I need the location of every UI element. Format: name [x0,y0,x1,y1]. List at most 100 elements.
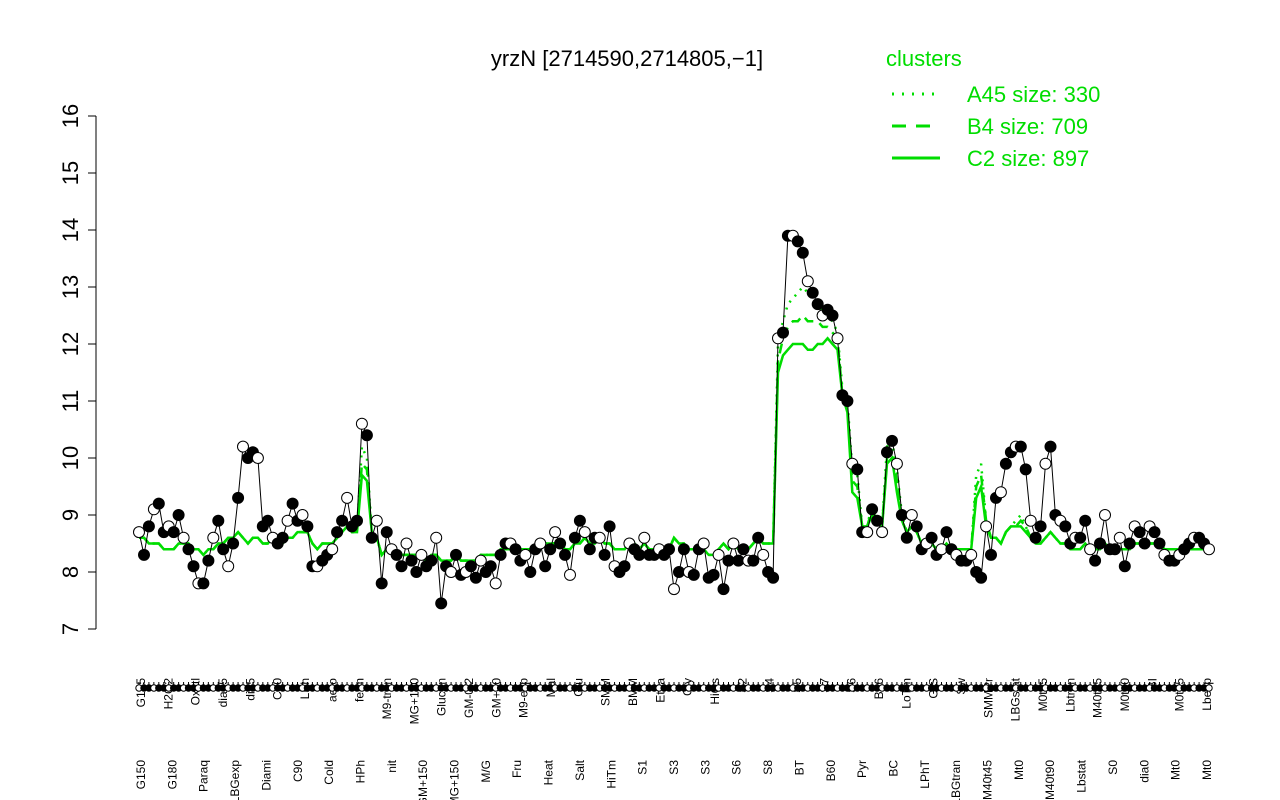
data-point [1039,457,1052,470]
x-tick-label: nit [385,759,399,772]
data-point [1203,543,1215,556]
x-tick-label: M40t45 [981,760,995,800]
x-tick-label: Paraq [197,760,211,792]
expression-points [133,229,1215,610]
data-point [509,543,522,556]
data-point [1034,520,1047,533]
data-point [831,332,844,345]
data-point [489,577,502,590]
data-point [474,554,487,567]
x-tick-label: GM+60 [489,678,503,718]
x-tick-label: M0t45 [1036,678,1050,712]
data-point [336,514,349,527]
x-tick-label: Lbtran [1063,678,1077,712]
y-axis: 7 8 9 10 11 12 13 14 15 16 [58,104,97,635]
y-tick-label: 8 [58,566,83,578]
data-point [539,560,552,573]
data-point [663,543,675,556]
x-tick-label: dia15 [216,678,230,708]
x-tick-label: MG+150 [448,760,462,800]
data-point [167,526,180,539]
x-tick-label: BMM [626,678,640,706]
data-point [331,526,344,539]
y-tick-label: 14 [58,218,83,242]
data-point [430,531,443,544]
x-tick-label: MG+120 [407,678,421,725]
data-point [365,531,378,544]
data-point [564,568,576,581]
x-tick-label: Lbstat [1075,759,1089,792]
data-point [425,554,438,567]
x-tick-label: HiTm [604,760,618,789]
data-point [152,497,165,510]
data-point [1118,560,1131,573]
data-point [177,531,190,544]
x-tick-label: M/G [479,760,493,783]
data-point [633,548,646,561]
data-point [261,514,274,527]
data-point [1108,543,1121,556]
y-tick-label: 12 [58,332,83,356]
data-point [400,537,413,550]
data-point [301,520,314,533]
data-point [777,326,789,339]
data-point [905,509,918,521]
data-point [900,531,913,544]
x-tick-label: Pyr [855,760,869,778]
data-point [1148,526,1161,539]
x-tick-label: M40t90 [1043,760,1057,800]
data-point [1029,531,1042,544]
data-point [881,446,893,459]
data-point [747,554,760,567]
chart-title: yrzN [2714590,2714805,−1] [491,46,763,71]
data-point [341,491,354,504]
y-tick-label: 11 [58,390,83,413]
data-point [559,548,571,561]
x-tick-label: M0t45 [1173,678,1187,712]
data-point [410,566,423,578]
data-point [707,568,720,581]
data-point [757,548,770,561]
x-tick-label: S8 [761,760,775,775]
x-tick-label: Glucon [435,678,449,716]
data-point [578,526,591,539]
data-point [172,509,185,521]
data-point [737,543,750,556]
data-point [296,509,309,521]
x-tick-label: S0 [1106,760,1120,775]
data-point [281,514,294,527]
data-point [677,543,690,556]
x-tick-label: Fru [510,760,524,778]
data-point [732,554,745,567]
data-point [811,298,824,311]
data-point [851,463,864,476]
data-point [380,526,393,539]
data-point [940,526,953,539]
sample-marker [1205,684,1213,692]
data-point [722,554,735,567]
data-point [1099,509,1111,521]
data-point [217,543,230,556]
data-point [370,514,383,527]
data-point [138,548,150,561]
data-point [1123,537,1136,550]
x-tick-label: Mt0 [1200,760,1214,780]
x-tick-label: S3 [667,760,681,775]
data-point [1079,514,1092,527]
data-point [1024,514,1037,527]
data-point [464,560,477,573]
x-tick-label: SMM [599,678,613,706]
data-point [712,548,725,561]
x-tick-label: dia0 [1137,760,1151,783]
data-point [524,566,537,578]
y-tick-label: 15 [58,161,83,185]
x-tick-label: G180 [165,760,179,790]
data-point [202,554,215,567]
data-point [237,440,249,453]
y-tick-label: 9 [58,509,83,521]
x-tick-label: LBGexp [228,760,242,800]
data-point [1133,526,1146,539]
y-tick-label: 16 [58,104,83,128]
data-point [796,246,809,259]
data-point [445,566,458,578]
